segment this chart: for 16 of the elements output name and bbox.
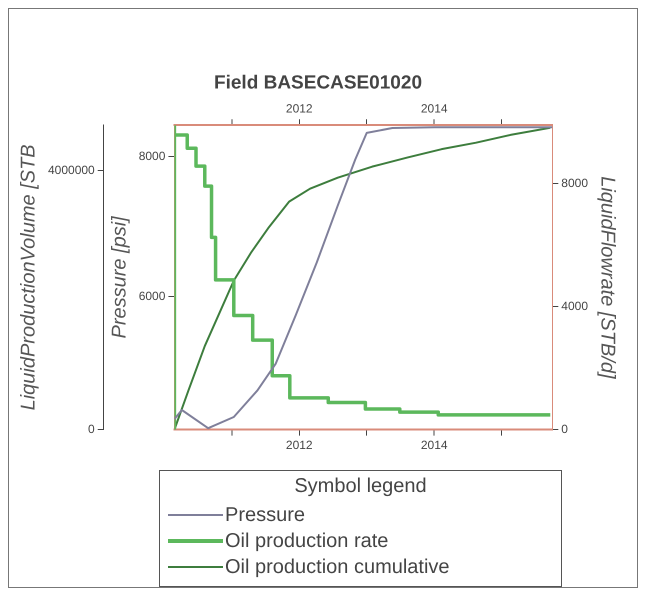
legend-label: Pressure [225, 503, 306, 528]
x2-tick-label: 2014 [420, 101, 448, 116]
y-tick-label: 6000 [138, 288, 166, 303]
chart-title: Field BASECASE01020 [214, 72, 422, 94]
y3-axis-title: LiquidProductionVolume [STB [18, 144, 40, 410]
y2-axis-title: LiquidFlowrate [STB/d] [596, 176, 618, 379]
y2-tick-label: 4000 [561, 298, 588, 313]
y3-tick-label: 4000000 [48, 162, 96, 177]
y3-tick-label: 0 [88, 422, 96, 436]
legend-label: Oil production rate [225, 529, 388, 554]
legend-title: Symbol legend [293, 475, 428, 498]
x2-tick-label: 2012 [286, 101, 313, 116]
y-axis-title: Pressure [psi] [108, 216, 130, 339]
y2-tick-label: 8000 [561, 176, 588, 190]
legend-label: Oil production cumulative [225, 555, 450, 580]
y2-tick-label: 0 [561, 422, 568, 436]
